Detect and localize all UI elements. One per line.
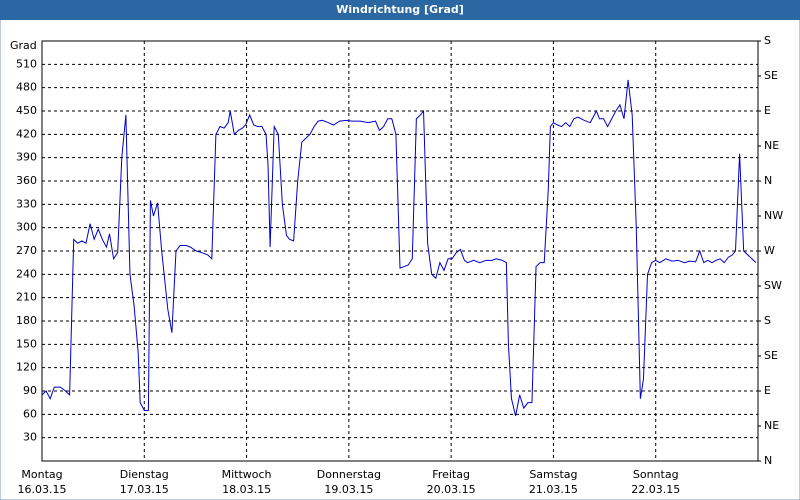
y-axis-label: Grad	[10, 39, 37, 52]
y-tick-label: 90	[23, 384, 37, 397]
x-tick-label: Mittwoch	[222, 468, 272, 481]
y2-tick-label: E	[764, 104, 771, 117]
y2-tick-label: NE	[764, 139, 779, 152]
x-tick-date: 19.03.15	[324, 483, 373, 496]
y2-tick-label: NW	[764, 209, 783, 222]
y-tick-label: 480	[16, 81, 37, 94]
y-tick-label: 150	[16, 337, 37, 350]
y-tick-label: 450	[16, 104, 37, 117]
y-tick-label: 270	[16, 244, 37, 257]
data-line	[41, 79, 757, 417]
y-tick-label: 420	[16, 127, 37, 140]
x-tick-label: Dienstag	[120, 468, 169, 481]
x-tick-date: 22.03.15	[631, 483, 680, 496]
y2-tick-label: NE	[764, 419, 779, 432]
y2-tick-label: N	[764, 174, 772, 187]
y2-tick-label: N	[764, 454, 772, 467]
x-tick-date: 21.03.15	[529, 483, 578, 496]
y-tick-label: 210	[16, 291, 37, 304]
y2-tick-label: S	[764, 34, 771, 47]
chart-title: Windrichtung [Grad]	[336, 3, 464, 16]
y2-tick-label: SE	[764, 349, 778, 362]
y-tick-label: 360	[16, 174, 37, 187]
y-tick-label: 300	[16, 221, 37, 234]
y-tick-label: 30	[23, 431, 37, 444]
x-tick-date: 18.03.15	[222, 483, 271, 496]
y2-tick-label: SE	[764, 69, 778, 82]
y2-tick-label: SW	[764, 279, 782, 292]
y2-tick-label: S	[764, 314, 771, 327]
y-tick-label: 330	[16, 197, 37, 210]
y2-tick-label: E	[764, 384, 771, 397]
x-tick-date: 16.03.15	[18, 483, 67, 496]
x-tick-label: Donnerstag	[317, 468, 381, 481]
x-tick-date: 17.03.15	[120, 483, 169, 496]
title-bar	[0, 0, 800, 20]
x-tick-label: Freitag	[432, 468, 470, 481]
y-tick-label: 240	[16, 267, 37, 280]
y-tick-label: 180	[16, 314, 37, 327]
x-tick-label: Montag	[21, 468, 62, 481]
x-tick-label: Sonntag	[633, 468, 679, 481]
x-tick-label: Samstag	[529, 468, 577, 481]
x-tick-date: 20.03.15	[427, 483, 476, 496]
y-tick-label: 60	[23, 407, 37, 420]
y-tick-label: 390	[16, 151, 37, 164]
y-tick-label: 120	[16, 361, 37, 374]
y2-tick-label: W	[764, 244, 775, 257]
y-tick-label: 510	[16, 57, 37, 70]
